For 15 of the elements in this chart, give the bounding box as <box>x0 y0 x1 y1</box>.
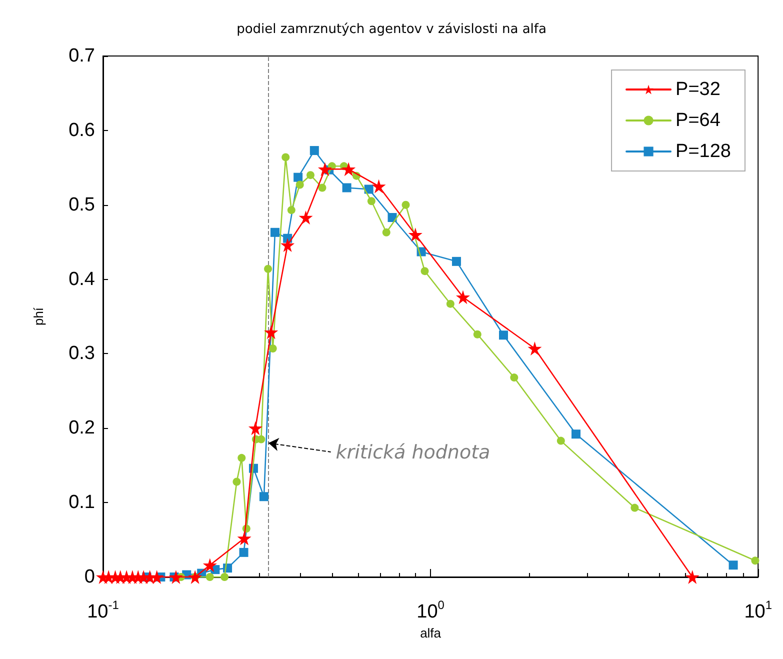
legend-label: P=128 <box>676 141 732 162</box>
y-tick-label: 0.7 <box>68 46 95 66</box>
y-tick-label: 0.6 <box>68 120 95 141</box>
x-axis-title: alfa <box>420 625 442 640</box>
legend-label: P=64 <box>676 110 721 131</box>
legend-label: P=32 <box>676 79 720 100</box>
y-axis-title: phí <box>31 307 46 326</box>
annotation: kritická hodnota <box>336 442 490 464</box>
y-tick-label: 0.2 <box>68 418 95 439</box>
chart-title: podiel zamrznutých agentov v závislosti na alfa <box>236 22 546 37</box>
y-tick-label: 0.3 <box>68 343 95 364</box>
y-tick-label: 0 <box>84 566 95 588</box>
y-tick-label: 0.1 <box>68 492 95 514</box>
y-tick-label: 0.5 <box>68 194 95 216</box>
y-tick-label: 0.4 <box>68 268 96 290</box>
